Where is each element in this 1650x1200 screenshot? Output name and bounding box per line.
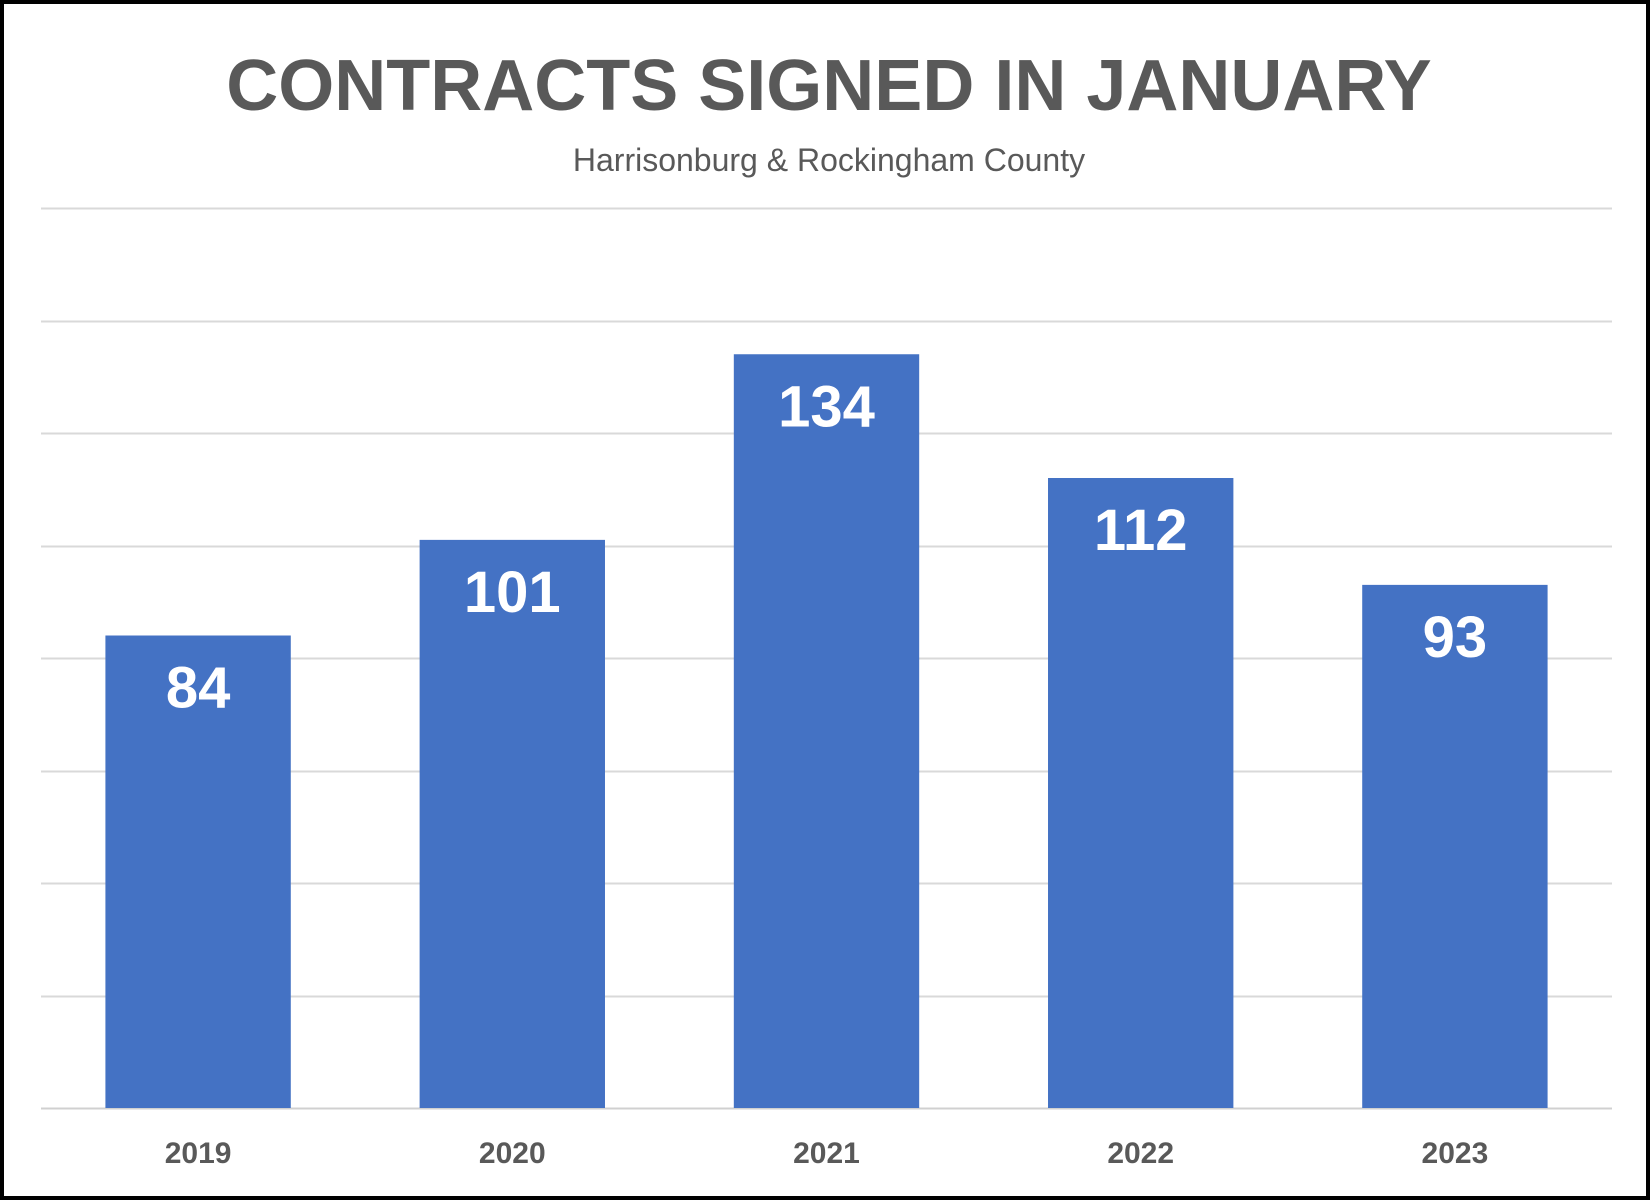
bars	[105, 354, 1548, 1108]
bar-2019	[105, 635, 291, 1108]
data-label-2019: 84	[166, 656, 231, 721]
bar-2021	[733, 354, 920, 1108]
x-tick-label-2020: 2020	[479, 1137, 546, 1170]
bar-2020	[419, 539, 605, 1108]
data-label-2021: 134	[778, 374, 875, 439]
bar-2022	[1048, 478, 1234, 1108]
x-tick-label-2021: 2021	[793, 1137, 860, 1170]
x-tick-label-2023: 2023	[1422, 1137, 1489, 1170]
data-label-2023: 93	[1423, 605, 1488, 670]
x-tick-label-2019: 2019	[165, 1137, 232, 1170]
x-axis-tick-labels: 2019 2020 2021 2022 2023	[165, 1137, 1489, 1170]
chart-subtitle: Harrisonburg & Rockingham County	[572, 142, 1086, 178]
bar-2023	[1362, 584, 1548, 1108]
x-tick-label-2022: 2022	[1107, 1137, 1174, 1170]
data-labels: 84 101 134 112 93	[166, 374, 1487, 720]
data-label-2022: 112	[1094, 498, 1188, 563]
chart-title: CONTRACTS SIGNED IN JANUARY	[226, 46, 1432, 126]
data-label-2020: 101	[464, 560, 561, 625]
